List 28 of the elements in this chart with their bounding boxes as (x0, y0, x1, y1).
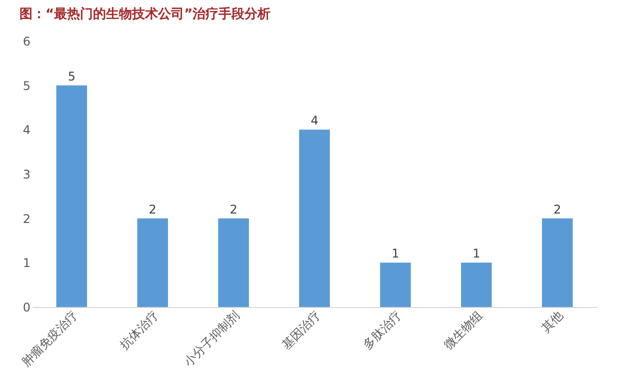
data-label: 1 (392, 246, 400, 261)
x-tick-label: 多肽治疗 (360, 308, 404, 352)
x-tick-label: 其他 (538, 308, 566, 335)
data-label: 2 (230, 202, 238, 216)
x-tick-label: 基因治疗 (279, 308, 323, 352)
x-tick-label: 小分子抑制剂 (181, 308, 242, 369)
y-tick-label: 6 (22, 34, 30, 48)
bar (56, 85, 88, 307)
chart-title: 图：“最热门的生物技术公司”治疗手段分析 (20, 6, 271, 22)
bar (137, 218, 168, 307)
data-label: 2 (554, 202, 562, 216)
y-tick-label: 5 (22, 78, 30, 93)
y-tick-label: 0 (22, 300, 30, 314)
bar (542, 218, 573, 307)
bar (299, 130, 330, 307)
x-tick-label: 微生物组 (441, 308, 485, 352)
y-tick-label: 1 (22, 256, 30, 270)
y-tick-label: 3 (22, 168, 30, 182)
y-tick-label: 2 (22, 212, 30, 226)
bar (461, 262, 492, 307)
y-tick-label: 4 (22, 123, 30, 138)
data-label: 5 (68, 69, 76, 84)
bar (380, 262, 411, 307)
data-label: 2 (148, 202, 156, 216)
bar (218, 218, 249, 307)
x-tick-label: 抗体治疗 (117, 308, 162, 352)
data-label: 4 (310, 114, 318, 128)
data-label: 1 (472, 246, 480, 261)
